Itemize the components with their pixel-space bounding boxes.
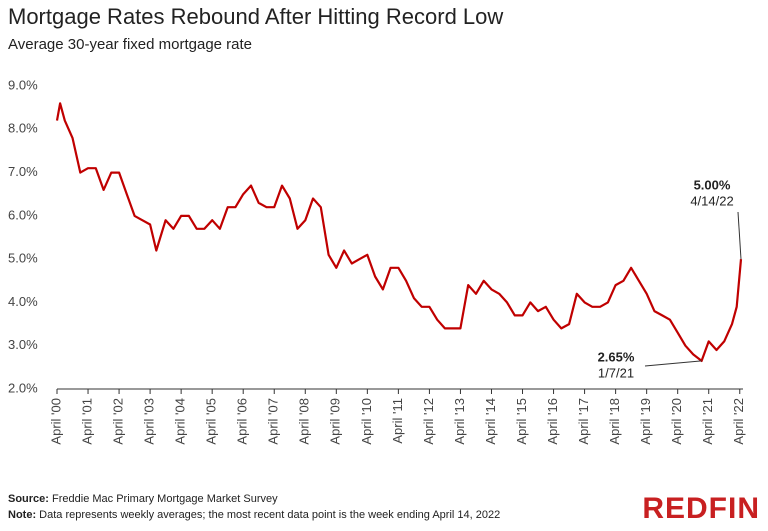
annotation-date: 4/14/22 [690, 193, 733, 208]
y-tick-label: 4.0% [8, 294, 38, 309]
note-label: Note: [8, 509, 36, 521]
y-tick-label: 8.0% [8, 121, 38, 136]
x-tick-label: April '05 [204, 398, 219, 445]
x-tick-label: April '20 [669, 398, 684, 445]
note-text: Data represents weekly averages; the mos… [39, 509, 500, 521]
x-tick-label: April '10 [359, 398, 374, 445]
y-tick-label: 9.0% [8, 77, 38, 92]
x-tick-label: April '13 [452, 398, 467, 445]
chart-subtitle: Average 30-year fixed mortgage rate [8, 36, 252, 53]
x-tick-label: April '07 [266, 398, 281, 445]
y-tick-label: 3.0% [8, 337, 38, 352]
x-tick-label: April '00 [48, 398, 63, 445]
y-tick-label: 7.0% [8, 164, 38, 179]
x-tick-label: April '11 [390, 398, 405, 444]
line [55, 102, 743, 362]
x-tick-label: April '04 [173, 398, 188, 445]
annotation-value: 2.65% [598, 349, 635, 364]
annotation-leader [644, 360, 702, 367]
x-tick-label: April '17 [576, 398, 591, 445]
x-tick-label: April '18 [607, 398, 622, 445]
chart-title: Mortgage Rates Rebound After Hitting Rec… [8, 4, 503, 29]
logo: REDFIN [642, 492, 760, 525]
x-tick-label: April '22 [731, 398, 746, 445]
x-tick-label: April '08 [297, 398, 312, 445]
x-tick-label: April '09 [328, 398, 343, 445]
y-tick-label: 6.0% [8, 207, 38, 222]
source-label: Source: [8, 493, 49, 505]
x-tick-label: April '02 [111, 398, 126, 445]
x-tick-label: April '15 [514, 398, 529, 445]
x-tick-label: April '21 [700, 398, 715, 445]
x-tick-label: April '06 [235, 398, 250, 445]
x-tick-label: April '19 [638, 398, 653, 445]
note: Note: Data represents weekly averages; t… [8, 509, 500, 521]
annotation-leader [737, 211, 742, 260]
x-tick-label: April '16 [545, 398, 560, 445]
x-tick-label: April '12 [421, 398, 436, 445]
annotation-date: 1/7/21 [598, 365, 634, 380]
x-tick-label: April '01 [79, 398, 94, 445]
annotation-value: 5.00% [694, 177, 731, 192]
y-tick-label: 5.0% [8, 251, 38, 266]
x-tick-label: April '03 [142, 398, 157, 445]
source-text: Freddie Mac Primary Mortgage Market Surv… [52, 493, 278, 505]
source: Source: Freddie Mac Primary Mortgage Mar… [8, 493, 278, 505]
y-tick-label: 2.0% [8, 380, 38, 395]
x-tick-label: April '14 [483, 398, 498, 445]
